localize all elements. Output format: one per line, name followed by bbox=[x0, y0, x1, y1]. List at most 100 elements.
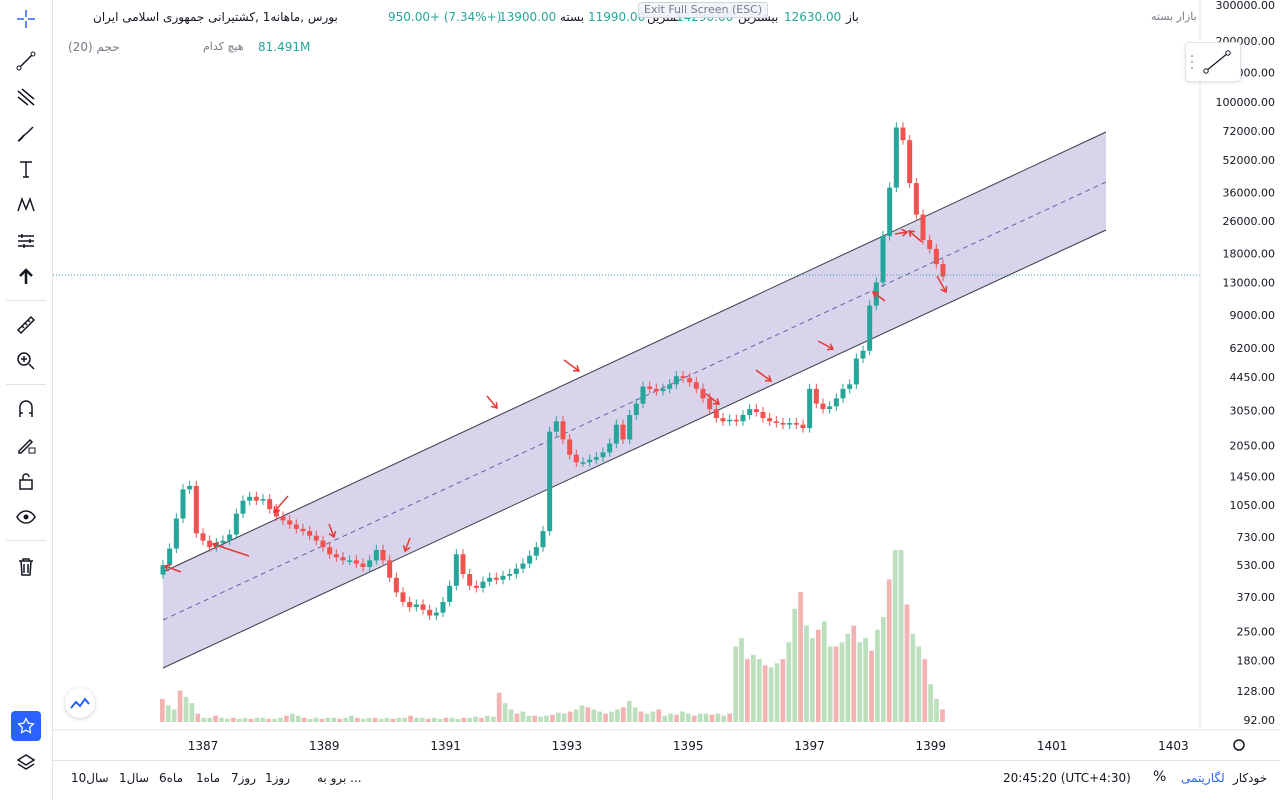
volume-bar bbox=[739, 638, 744, 722]
price-tick-label: 9000.00 bbox=[1230, 309, 1276, 322]
candle-body bbox=[867, 305, 873, 351]
volume-bar bbox=[355, 717, 360, 722]
volume-bar bbox=[680, 711, 685, 722]
annotation-arrow-head bbox=[871, 291, 880, 298]
candle-body bbox=[900, 127, 906, 141]
ruler-icon[interactable] bbox=[10, 310, 42, 340]
volume-bar bbox=[697, 713, 703, 722]
auto-toggle[interactable]: خودکار bbox=[1233, 771, 1268, 785]
annotation-arrow-head bbox=[712, 398, 721, 405]
candle-body bbox=[747, 409, 753, 416]
volume-bar bbox=[165, 705, 171, 722]
lock-draw-icon[interactable] bbox=[10, 430, 42, 460]
trash-icon[interactable] bbox=[10, 552, 42, 582]
volume-bar bbox=[940, 709, 945, 722]
annotation-arrow bbox=[755, 369, 772, 382]
volume-bar bbox=[555, 712, 561, 722]
candle-body bbox=[813, 388, 819, 404]
pattern-icon[interactable] bbox=[10, 190, 42, 220]
time-tick-label: 1395 bbox=[673, 739, 704, 753]
toolbar-divider bbox=[6, 384, 46, 385]
drawing-widget[interactable] bbox=[1185, 42, 1241, 82]
price-tick-label: 92.00 bbox=[1244, 714, 1276, 727]
trend-line-icon[interactable] bbox=[10, 46, 42, 76]
candle-body bbox=[353, 560, 359, 564]
range-1y[interactable]: سال1 bbox=[119, 771, 150, 785]
channel-lower-line bbox=[162, 229, 1107, 669]
fib-tool-icon[interactable] bbox=[10, 82, 42, 112]
brush-icon[interactable] bbox=[10, 118, 42, 148]
candle-body bbox=[740, 415, 746, 422]
price-tick-label: 530.00 bbox=[1237, 559, 1276, 572]
chart-area[interactable]: 300000.00 200000.00 140000.00 100000.00 7200… bbox=[53, 0, 1280, 760]
tradingview-logo-icon[interactable] bbox=[65, 688, 95, 718]
candle-body bbox=[840, 388, 846, 399]
candle-body bbox=[767, 418, 773, 422]
goto-button[interactable]: برو به ... bbox=[317, 771, 362, 785]
crosshair-icon[interactable] bbox=[10, 4, 42, 34]
layers-icon[interactable] bbox=[10, 748, 42, 778]
volume-bar bbox=[579, 705, 585, 722]
range-7d[interactable]: روز7 bbox=[231, 771, 257, 785]
volume-bar bbox=[585, 707, 591, 722]
price-tick-label: 730.00 bbox=[1237, 531, 1276, 544]
percent-toggle[interactable]: % bbox=[1153, 769, 1167, 785]
volume-bar bbox=[880, 617, 886, 722]
annotation-arrow-head bbox=[826, 343, 835, 351]
favorites-star-icon[interactable] bbox=[11, 711, 41, 741]
volume-label[interactable]: حجم (20) bbox=[68, 40, 120, 54]
candle-body bbox=[593, 457, 599, 460]
range-1d[interactable]: روز1 bbox=[265, 771, 291, 785]
range-6m[interactable]: ماه6 bbox=[159, 771, 184, 785]
volume-bar bbox=[750, 654, 756, 722]
unlock-icon[interactable] bbox=[10, 466, 42, 496]
volume-bar bbox=[538, 716, 543, 722]
volume-bar bbox=[313, 717, 319, 722]
candle-body bbox=[627, 415, 633, 440]
candle-body bbox=[807, 388, 813, 429]
magnet-icon[interactable] bbox=[10, 394, 42, 424]
zoom-icon[interactable] bbox=[10, 346, 42, 376]
volume-bar bbox=[437, 718, 443, 722]
annotation-arrow-head bbox=[163, 563, 172, 572]
volume-bar bbox=[455, 718, 461, 722]
symbol-title[interactable]: بورس ,ماهانه1 ,کشتیرانی جمهوری اسلامی ای… bbox=[93, 10, 338, 24]
exit-fullscreen-button[interactable]: Exit Full Screen (ESC) bbox=[638, 2, 769, 18]
close-value: 13900.00 bbox=[499, 10, 557, 24]
candle-body bbox=[413, 604, 419, 608]
volume-bar bbox=[685, 713, 691, 722]
volume-bar bbox=[219, 717, 224, 722]
volume-bar bbox=[573, 709, 579, 722]
volume-bar bbox=[922, 659, 928, 722]
volume-bar bbox=[898, 550, 904, 722]
volume-bar bbox=[360, 718, 366, 722]
volume-bar bbox=[916, 646, 922, 722]
volume-bar bbox=[331, 717, 337, 722]
eye-icon[interactable] bbox=[10, 502, 42, 532]
volume-bar bbox=[532, 715, 538, 722]
volume-bar bbox=[260, 717, 266, 722]
price-chart[interactable]: 300000.00200000.00140000.00100000.007200… bbox=[53, 0, 1280, 760]
candle-body bbox=[527, 555, 533, 564]
volume-bar bbox=[638, 711, 644, 722]
volume-bar bbox=[910, 633, 916, 722]
candle-body bbox=[647, 386, 653, 389]
time-tick-label: 1389 bbox=[309, 739, 340, 753]
settings-gear-icon[interactable] bbox=[1233, 739, 1245, 751]
text-icon[interactable] bbox=[10, 154, 42, 184]
range-1m[interactable]: ماه1 bbox=[196, 771, 221, 785]
volume-bar bbox=[762, 665, 768, 722]
volume-bar bbox=[290, 713, 295, 722]
candle-body bbox=[753, 409, 759, 413]
prediction-icon[interactable] bbox=[10, 226, 42, 256]
log-toggle[interactable]: لگاریتمی bbox=[1181, 771, 1225, 785]
volume-bar bbox=[213, 715, 218, 722]
candle-body bbox=[773, 421, 779, 423]
candle-body bbox=[653, 388, 659, 392]
candle-body bbox=[633, 403, 639, 416]
arrow-up-icon[interactable] bbox=[10, 262, 42, 292]
annotation-arrow bbox=[894, 231, 908, 235]
range-10y[interactable]: سال10 bbox=[71, 771, 109, 785]
candle-body bbox=[587, 459, 593, 463]
volume-bar bbox=[567, 711, 573, 722]
